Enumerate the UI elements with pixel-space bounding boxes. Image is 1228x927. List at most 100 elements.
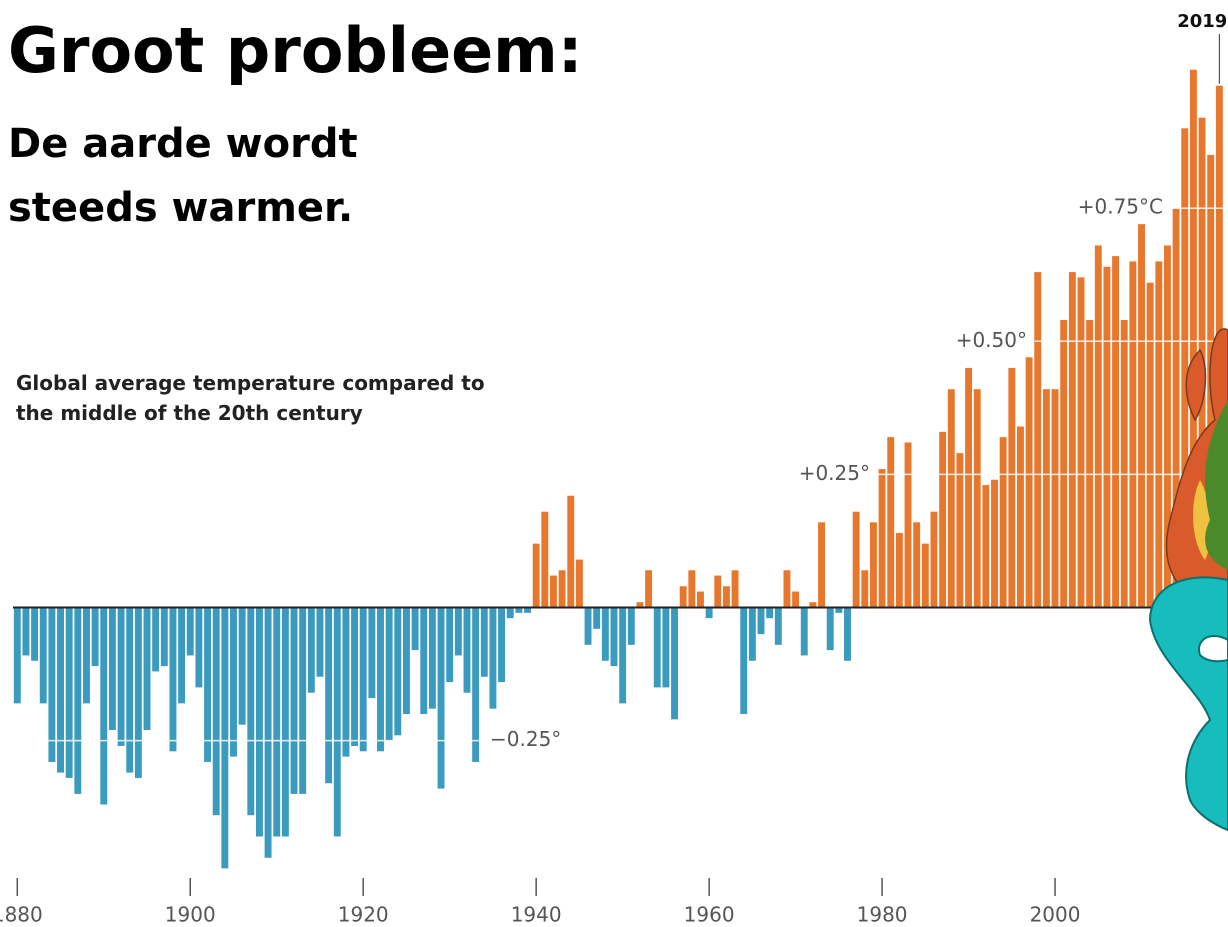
bar	[66, 608, 73, 778]
bar	[792, 592, 799, 608]
slide-subtitle: De aarde wordt steeds warmer.	[8, 112, 428, 240]
bar	[472, 608, 479, 762]
bar	[913, 522, 920, 607]
bar	[187, 608, 194, 656]
bar	[325, 608, 332, 784]
bar	[48, 608, 55, 762]
bar	[92, 608, 99, 667]
bar	[481, 608, 488, 677]
bar	[550, 576, 557, 608]
bar	[334, 608, 341, 837]
bar	[40, 608, 47, 704]
bar	[1078, 277, 1085, 607]
bar	[368, 608, 375, 699]
bar	[161, 608, 168, 667]
bar	[317, 608, 324, 677]
bar	[559, 570, 566, 607]
bar	[291, 608, 298, 794]
bar	[1052, 389, 1059, 607]
y-tick-label: +0.50°	[956, 328, 1027, 352]
x-tick-label: 1940	[511, 903, 562, 927]
x-tick-label: 1960	[684, 903, 735, 927]
bar	[464, 608, 471, 693]
bar	[1026, 357, 1033, 607]
bar	[853, 512, 860, 608]
bar	[213, 608, 220, 816]
bar	[602, 608, 609, 661]
bar	[351, 608, 358, 746]
x-tick-label: 1880	[0, 903, 43, 927]
bar	[299, 608, 306, 794]
bar	[965, 368, 972, 608]
y-tick-label: +0.75°C	[1078, 195, 1163, 219]
bar	[783, 570, 790, 607]
bar	[706, 608, 713, 619]
bar	[991, 480, 998, 608]
bar	[671, 608, 678, 720]
bar	[135, 608, 142, 778]
bar	[749, 608, 756, 661]
bar	[1155, 261, 1162, 607]
bar	[1043, 389, 1050, 607]
bar	[766, 608, 773, 619]
figure-teal-body	[1150, 577, 1228, 830]
bar	[109, 608, 116, 730]
bar	[697, 592, 704, 608]
bar	[394, 608, 401, 736]
bar	[489, 608, 496, 709]
bar	[896, 533, 903, 608]
bar	[567, 496, 574, 608]
bar	[1017, 426, 1024, 607]
bar	[412, 608, 419, 651]
bar	[1008, 368, 1015, 608]
bar	[256, 608, 263, 837]
bar	[178, 608, 185, 704]
x-tick-label: 1980	[857, 903, 908, 927]
slide-title: Groot probleem:	[8, 14, 583, 87]
bar	[429, 608, 436, 709]
bar	[844, 608, 851, 661]
bar	[204, 608, 211, 762]
bar	[1112, 256, 1119, 607]
bar	[541, 512, 548, 608]
bar	[948, 389, 955, 607]
bar	[740, 608, 747, 714]
bar	[931, 512, 938, 608]
bar	[645, 570, 652, 607]
bar	[1129, 261, 1136, 607]
bar	[628, 608, 635, 645]
bar	[1121, 320, 1128, 608]
bar	[144, 608, 151, 730]
bar	[265, 608, 272, 858]
bar	[308, 608, 315, 693]
bar	[239, 608, 246, 725]
bar	[732, 570, 739, 607]
bar	[100, 608, 107, 805]
bar	[585, 608, 592, 645]
bar	[1034, 272, 1041, 607]
bar	[1095, 245, 1102, 607]
bar	[282, 608, 289, 837]
bar	[31, 608, 38, 661]
bar	[247, 608, 254, 816]
bar	[662, 608, 669, 688]
bar	[74, 608, 81, 794]
bar	[861, 570, 868, 607]
bar	[956, 453, 963, 607]
annotation: 2019	[1177, 11, 1227, 32]
bar	[438, 608, 445, 789]
bar	[455, 608, 462, 656]
bar	[22, 608, 29, 656]
bar	[152, 608, 159, 672]
bar	[905, 442, 912, 607]
bar	[827, 608, 834, 651]
bar	[533, 544, 540, 608]
figure-teal-arm	[1199, 636, 1228, 661]
y-tick-label: +0.25°	[799, 461, 870, 485]
bar	[342, 608, 349, 757]
bar	[83, 608, 90, 704]
y-tick-label: −0.25°	[490, 727, 561, 751]
bar	[118, 608, 125, 746]
bar	[273, 608, 280, 837]
bar	[818, 522, 825, 607]
